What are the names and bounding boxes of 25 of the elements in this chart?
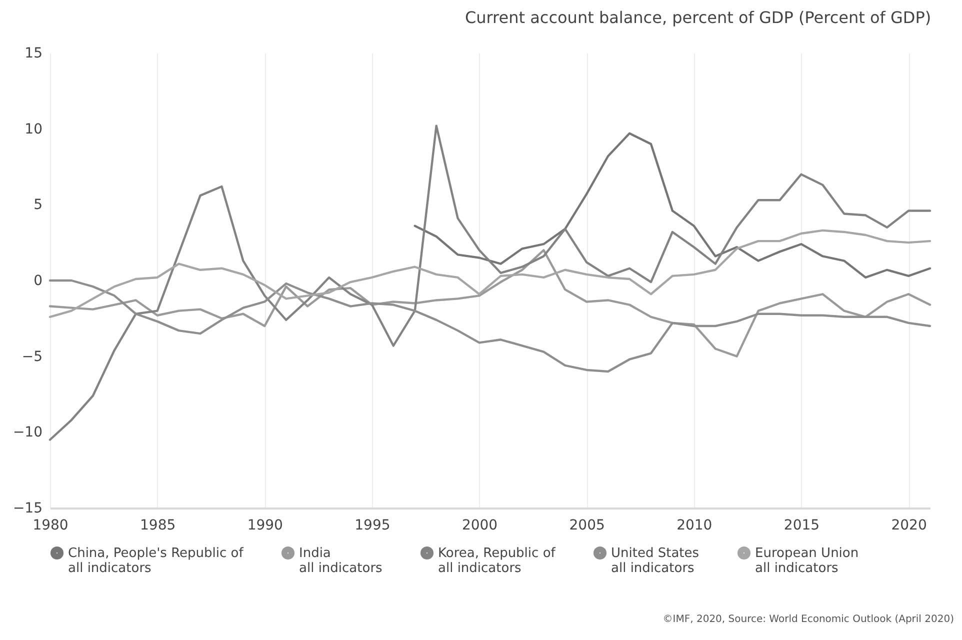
line-series: [48, 124, 932, 441]
y-tick-label: −10: [12, 424, 42, 441]
legend-label: European Union all indicators: [755, 546, 859, 576]
legend-label: China, People's Republic of all indicators: [68, 546, 244, 576]
y-tick-label: −15: [12, 500, 42, 516]
x-tick-label: 2005: [569, 518, 605, 534]
line-series: [414, 132, 932, 279]
y-tick-label: 0: [34, 273, 42, 289]
x-tick-label: 2010: [676, 518, 712, 534]
text: ©IMF, 2020, Source: World Economic Outlook (April 2020): [662, 614, 954, 625]
x-tick-label: 2000: [462, 518, 498, 534]
x-tick-label: 1990: [247, 518, 283, 534]
x-tick-label: 1995: [354, 518, 390, 534]
x-tick-label: 2020: [891, 518, 927, 534]
legend-label: United States all indicators: [611, 546, 700, 576]
y-tick-label: 15: [24, 46, 42, 62]
y-tick-label: 5: [34, 197, 42, 214]
legend-label: Korea, Republic of all indicators: [438, 546, 556, 576]
chart-title: Current account balance, percent of GDP (Percent of GDP): [464, 8, 932, 27]
y-tick-label: −5: [22, 348, 42, 365]
y-tick-label: 10: [24, 121, 42, 138]
x-tick-label: 1980: [32, 518, 68, 534]
x-tick-label: 1985: [140, 518, 176, 534]
legend-label: India all indicators: [299, 546, 383, 576]
x-tick-label: 2015: [784, 518, 820, 534]
